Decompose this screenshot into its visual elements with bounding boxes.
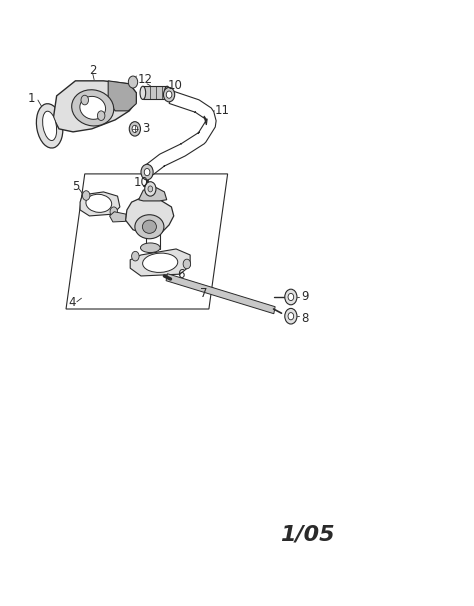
Polygon shape (80, 192, 120, 216)
Circle shape (288, 293, 294, 301)
Polygon shape (130, 249, 190, 276)
Text: 1: 1 (28, 92, 36, 105)
Text: 8: 8 (301, 311, 309, 324)
Polygon shape (166, 274, 275, 314)
Polygon shape (138, 188, 167, 201)
Ellipse shape (43, 112, 57, 141)
Text: 11: 11 (215, 104, 229, 118)
Polygon shape (108, 81, 137, 111)
Text: 4: 4 (68, 296, 76, 310)
Polygon shape (109, 211, 126, 222)
Circle shape (183, 259, 191, 269)
Text: 3: 3 (142, 122, 149, 135)
Ellipse shape (135, 215, 164, 239)
Ellipse shape (164, 86, 170, 99)
Text: 12: 12 (138, 73, 153, 86)
Circle shape (132, 251, 139, 261)
Ellipse shape (140, 243, 160, 253)
Ellipse shape (86, 195, 112, 212)
Text: 6: 6 (177, 268, 184, 281)
Circle shape (285, 289, 297, 305)
Text: 10: 10 (134, 176, 148, 190)
Circle shape (285, 308, 297, 324)
Polygon shape (54, 81, 137, 132)
Polygon shape (146, 91, 216, 176)
Circle shape (148, 186, 153, 192)
Ellipse shape (72, 90, 114, 126)
Circle shape (145, 182, 156, 196)
Bar (143, 86, 167, 99)
Circle shape (110, 207, 118, 216)
Ellipse shape (142, 220, 156, 233)
Ellipse shape (140, 86, 146, 99)
Circle shape (144, 168, 150, 176)
Text: 5: 5 (72, 180, 79, 193)
Circle shape (132, 125, 137, 133)
Text: 7: 7 (201, 287, 208, 301)
Text: 1/05: 1/05 (280, 524, 335, 544)
Circle shape (141, 164, 153, 180)
Circle shape (97, 111, 105, 121)
Ellipse shape (143, 253, 178, 273)
Ellipse shape (36, 104, 63, 148)
Polygon shape (126, 198, 174, 234)
Circle shape (82, 191, 90, 201)
Circle shape (164, 87, 175, 102)
Circle shape (81, 95, 89, 105)
Circle shape (129, 122, 140, 136)
Circle shape (128, 76, 137, 88)
Text: 10: 10 (168, 79, 182, 92)
Circle shape (166, 91, 172, 98)
Circle shape (288, 313, 294, 320)
Text: 2: 2 (89, 64, 97, 76)
Text: 9: 9 (301, 290, 309, 304)
Ellipse shape (80, 96, 106, 119)
